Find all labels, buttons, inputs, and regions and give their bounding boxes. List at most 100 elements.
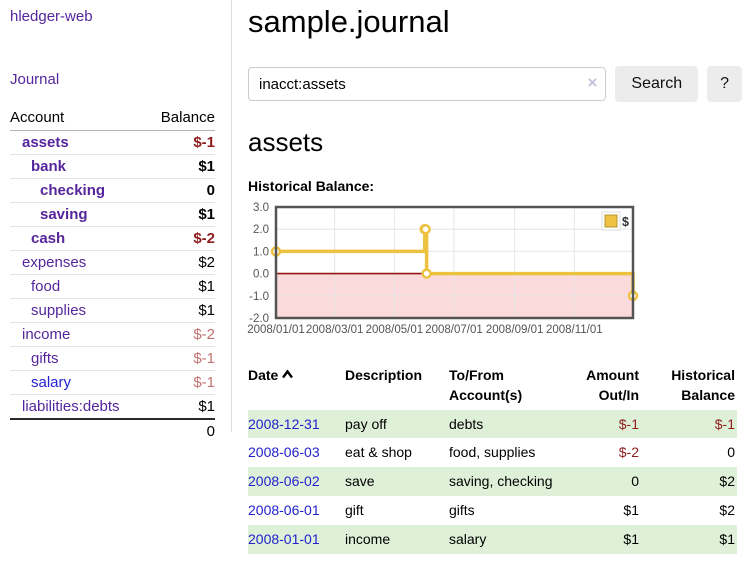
transaction-description: eat & shop: [345, 444, 412, 461]
transaction-date-link[interactable]: 2008-06-01: [248, 502, 320, 519]
account-link-assets[interactable]: assets: [22, 134, 69, 151]
accounts-table-body: assets $-1 bank $1 checking 0 saving $1 cash $-2 e…: [10, 130, 215, 420]
register-table-body: 2008-12-31 pay off debts $-1 $-1 2008-06-03 ea…: [248, 409, 737, 555]
register-column-header: Historical Balance: [671, 367, 735, 404]
account-balance: $2: [147, 250, 215, 275]
svg-text:2008/07/01: 2008/07/01: [425, 324, 483, 336]
balance-column-header: Balance: [147, 106, 215, 131]
account-column-header: Account: [10, 106, 148, 131]
account-balance: $-2: [147, 322, 215, 347]
account-link-salary[interactable]: salary: [31, 374, 72, 391]
transaction-date-cell: 2008-12-31: [248, 409, 345, 439]
account-link-income[interactable]: income: [22, 326, 71, 343]
account-link-checking[interactable]: checking: [40, 182, 106, 199]
account-balance: $-2: [147, 226, 215, 251]
transaction-accounts: salary: [449, 525, 561, 555]
historical-balance-chart[interactable]: 3.0 2.0 1.0 0.0 -1.0 -2.0 2008/01/01 2008/03/01…: [243, 200, 742, 341]
transaction-balance: 0: [727, 444, 735, 461]
search-input[interactable]: [248, 67, 607, 101]
transaction-description: income: [345, 525, 449, 555]
account-row: bank $1: [10, 154, 215, 179]
account-link-saving[interactable]: saving: [40, 206, 88, 223]
transaction-balance: $-1: [645, 409, 737, 439]
brand-link[interactable]: hledger-web: [10, 8, 93, 25]
account-balance: 0: [147, 178, 215, 203]
transaction-row: 2008-06-02 save saving, checking 0 $2: [248, 467, 737, 497]
transaction-date-cell: 2008-06-02: [248, 467, 345, 497]
account-balance: $-1: [147, 130, 215, 155]
account-row: gifts $-1: [10, 346, 215, 371]
help-button[interactable]: ?: [707, 66, 742, 102]
transaction-date-cell: 2008-06-03: [248, 438, 345, 467]
transaction-amount: $1: [623, 502, 639, 519]
transaction-date-link[interactable]: 2008-06-03: [248, 444, 320, 461]
transaction-date-link[interactable]: 2008-06-02: [248, 473, 320, 490]
register-header-row: Date Description To/From Account(s) Amount Ou…: [248, 363, 737, 410]
transaction-balance: $2: [645, 467, 737, 497]
account-balance: $1: [198, 398, 215, 415]
transaction-date-cell: 2008-06-01: [248, 496, 345, 525]
account-link-liabilities-debts[interactable]: liabilities:debts: [22, 398, 120, 415]
register-column-header[interactable]: Date: [248, 363, 345, 410]
page-title: sample.journal: [248, 4, 450, 39]
transaction-amount: $-1: [561, 409, 645, 439]
account-balance: $-1: [147, 370, 215, 395]
account-row: checking 0: [10, 178, 215, 203]
account-link-supplies[interactable]: supplies: [31, 302, 87, 319]
sidebar: hledger-web Journal Account Balance asse…: [0, 0, 232, 554]
account-link-gifts[interactable]: gifts: [31, 350, 59, 367]
transaction-accounts: debts: [449, 409, 561, 439]
account-link-expenses[interactable]: expenses: [22, 254, 87, 271]
account-balance: $1: [147, 202, 215, 227]
register-column-header: Description: [345, 367, 423, 383]
transaction-row: 2008-06-03 eat & shop food, supplies $-2 0: [248, 438, 737, 467]
transaction-row: 2008-06-01 gift gifts $1 $2: [248, 496, 737, 525]
transaction-description: save: [345, 467, 449, 497]
clear-search-icon[interactable]: ×: [587, 73, 598, 92]
svg-text:2008/11/01: 2008/11/01: [546, 324, 603, 336]
transaction-date-link[interactable]: 2008-01-01: [248, 531, 320, 548]
account-row: liabilities:debts $1: [10, 395, 215, 420]
accounts-table: Account Balance assets $-1 bank $1 checking 0…: [10, 106, 215, 443]
account-row: cash $-2: [10, 226, 215, 251]
transaction-amount: $1: [561, 525, 645, 555]
transaction-row: 2008-01-01 income salary $1 $1: [248, 525, 737, 555]
account-row: saving $1: [10, 202, 215, 227]
svg-text:-1.0: -1.0: [249, 291, 269, 303]
transaction-accounts: saving, checking: [449, 467, 561, 497]
account-row: food $1: [10, 274, 215, 299]
register-column-header: Amount Out/In: [586, 367, 639, 404]
svg-text:2008/09/01: 2008/09/01: [486, 324, 544, 336]
account-row: expenses $2: [10, 250, 215, 275]
svg-text:2008/01/01: 2008/01/01: [247, 324, 305, 336]
account-row: supplies $1: [10, 298, 215, 323]
accounts-total-row: 0: [10, 418, 215, 443]
svg-text:2.0: 2.0: [253, 224, 269, 236]
transaction-balance: $2: [719, 502, 735, 519]
register-table: Date Description To/From Account(s) Amount Ou…: [248, 363, 737, 555]
search-form: × Search ?: [248, 66, 742, 102]
account-balance: $-1: [147, 346, 215, 371]
svg-text:0.0: 0.0: [253, 269, 269, 281]
svg-text:$: $: [622, 215, 629, 229]
transaction-description: gift: [345, 502, 364, 519]
account-balance: $1: [147, 274, 215, 299]
account-link-cash[interactable]: cash: [31, 230, 66, 247]
transaction-accounts: food, supplies: [449, 444, 536, 461]
app-layout: hledger-web Journal Account Balance asse…: [0, 0, 742, 555]
transaction-amount: 0: [561, 467, 645, 497]
transaction-date-cell: 2008-01-01: [248, 525, 345, 555]
svg-text:1.0: 1.0: [253, 246, 269, 258]
sidebar-item-journal[interactable]: Journal: [10, 71, 60, 88]
register-column-header: To/From Account(s): [449, 367, 523, 404]
sort-asc-icon: [282, 369, 294, 379]
account-link-bank[interactable]: bank: [31, 158, 67, 175]
account-link-food[interactable]: food: [31, 278, 61, 295]
svg-text:-2.0: -2.0: [249, 313, 269, 325]
svg-text:2008/05/01: 2008/05/01: [366, 324, 424, 336]
transaction-accounts: gifts: [449, 502, 475, 519]
account-row: income $-2: [10, 322, 215, 347]
transaction-date-link[interactable]: 2008-12-31: [248, 415, 320, 432]
search-button[interactable]: Search: [615, 66, 699, 102]
svg-text:2008/03/01: 2008/03/01: [306, 324, 364, 336]
